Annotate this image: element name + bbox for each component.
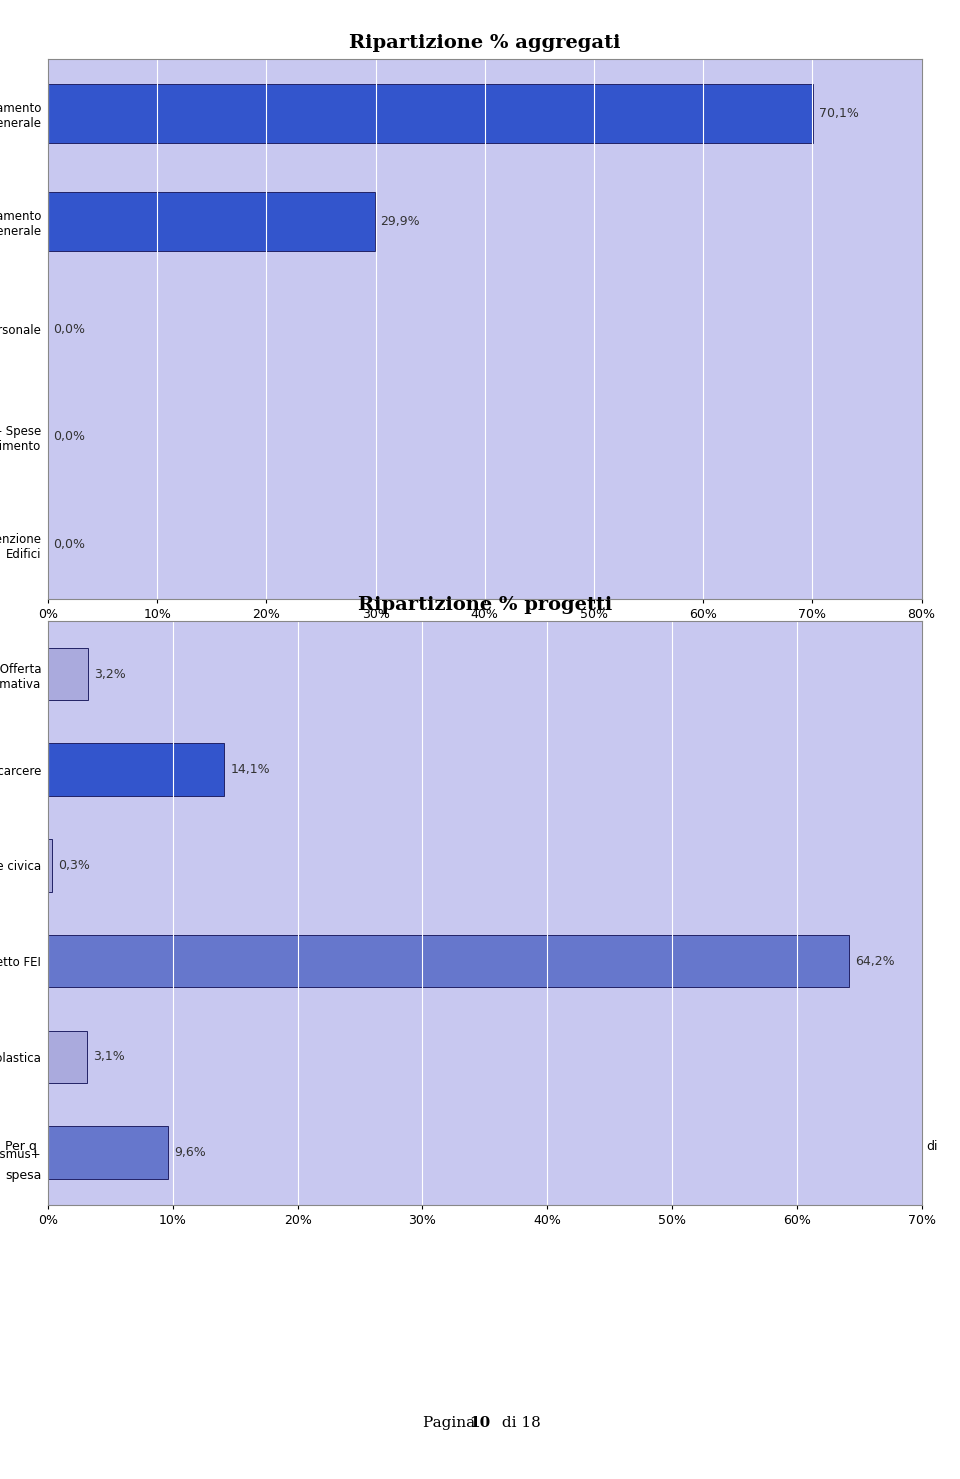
Text: Per q: Per q [5, 1140, 36, 1152]
Text: 29,9%: 29,9% [380, 214, 420, 228]
Text: spesa: spesa [5, 1170, 41, 1182]
Text: 0,0%: 0,0% [54, 322, 85, 336]
Text: 3,2%: 3,2% [94, 667, 126, 680]
Bar [48, 744, 224, 796]
Bar [48, 1126, 168, 1179]
Bar [48, 648, 88, 701]
Bar [48, 1031, 86, 1083]
Text: 0,3%: 0,3% [58, 859, 90, 873]
Text: 0,0%: 0,0% [54, 538, 85, 552]
Bar [48, 192, 374, 251]
Title: Ripartizione % progetti: Ripartizione % progetti [358, 596, 612, 614]
Text: Pagina: Pagina [423, 1415, 480, 1430]
Text: 0,0%: 0,0% [54, 430, 85, 444]
Bar [48, 839, 52, 892]
Title: Ripartizione % aggregati: Ripartizione % aggregati [349, 34, 620, 52]
Text: 64,2%: 64,2% [855, 954, 895, 967]
Text: di: di [926, 1140, 938, 1152]
Bar [48, 84, 813, 143]
Text: 9,6%: 9,6% [174, 1146, 205, 1160]
Text: 10: 10 [469, 1415, 491, 1430]
Text: 3,1%: 3,1% [93, 1050, 125, 1063]
Text: 14,1%: 14,1% [230, 763, 270, 776]
Text: di 18: di 18 [497, 1415, 541, 1430]
Bar [48, 935, 850, 988]
Text: 70,1%: 70,1% [819, 106, 859, 120]
